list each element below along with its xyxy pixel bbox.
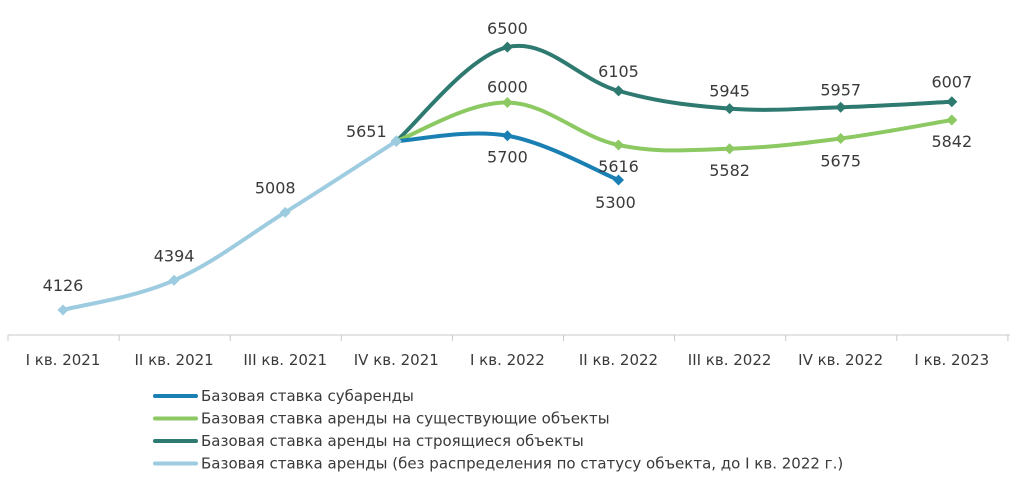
data-label: 5700 (487, 148, 528, 167)
series-line (394, 43, 954, 144)
data-label: 5300 (595, 193, 636, 212)
data-point (835, 132, 847, 144)
legend-label: Базовая ставка аренды на строящиеся объе… (201, 432, 584, 450)
data-point (946, 96, 958, 108)
data-point (390, 135, 402, 147)
data-point (501, 97, 513, 108)
data-label: 5842 (931, 132, 972, 151)
data-point (501, 41, 513, 53)
series-2 (390, 41, 958, 147)
x-tick-label: IV кв. 2021 (354, 351, 439, 369)
data-point (724, 143, 736, 155)
data-label: 5945 (709, 82, 750, 101)
x-tick-label: I кв. 2021 (26, 351, 101, 369)
data-label: 4394 (154, 246, 195, 265)
data-point (613, 139, 624, 151)
series-line (394, 100, 954, 153)
data-label: 4126 (43, 276, 84, 295)
data-label: 6500 (487, 19, 528, 38)
x-tick-label: I кв. 2023 (914, 351, 989, 369)
series-lines (57, 41, 958, 316)
x-tick-label: III кв. 2021 (243, 351, 327, 369)
data-label: 5675 (820, 151, 861, 170)
legend-item: Базовая ставка субаренды (153, 387, 414, 405)
data-label: 5651 (346, 122, 387, 141)
legend-item: Базовая ставка аренды на строящиеся объе… (153, 432, 584, 450)
data-label: 6105 (598, 62, 639, 81)
x-tick-label: II кв. 2021 (134, 351, 213, 369)
data-point (168, 274, 180, 286)
x-axis: I кв. 2021 II кв. 2021 III кв. 2021 IV кв. … (7, 334, 1010, 369)
legend-item: Базовая ставка аренды (без распределения… (153, 455, 843, 473)
data-label: 5957 (820, 80, 861, 99)
legend: Базовая ставка субаренды Базовая ставка а… (153, 387, 843, 473)
data-label: 6007 (931, 73, 972, 92)
data-point (613, 85, 624, 97)
legend-label: Базовая ставка аренды на существующие об… (201, 410, 610, 428)
data-point (724, 103, 736, 115)
data-label: 5616 (598, 157, 639, 176)
data-point (613, 174, 624, 186)
legend-label: Базовая ставка субаренды (201, 387, 414, 405)
data-label: 6000 (487, 78, 528, 97)
data-point (835, 101, 847, 113)
data-point (501, 130, 513, 142)
x-tick-label: IV кв. 2022 (798, 351, 883, 369)
data-label: 5582 (709, 161, 750, 180)
x-tick-label: II кв. 2022 (579, 351, 658, 369)
x-tick-label: I кв. 2022 (470, 351, 545, 369)
series-line (61, 139, 399, 312)
legend-item: Базовая ставка аренды на существующие об… (153, 410, 610, 428)
data-point (57, 304, 69, 316)
data-labels: 5700 5300 6000 5616 5582 5675 5842 6500 6105 5945… (43, 19, 973, 295)
legend-label: Базовая ставка аренды (без распределения… (201, 455, 843, 473)
series-3 (57, 135, 402, 316)
data-point (279, 206, 291, 218)
data-label: 5008 (255, 178, 296, 197)
x-tick-label: III кв. 2022 (688, 351, 772, 369)
data-point (946, 114, 958, 126)
